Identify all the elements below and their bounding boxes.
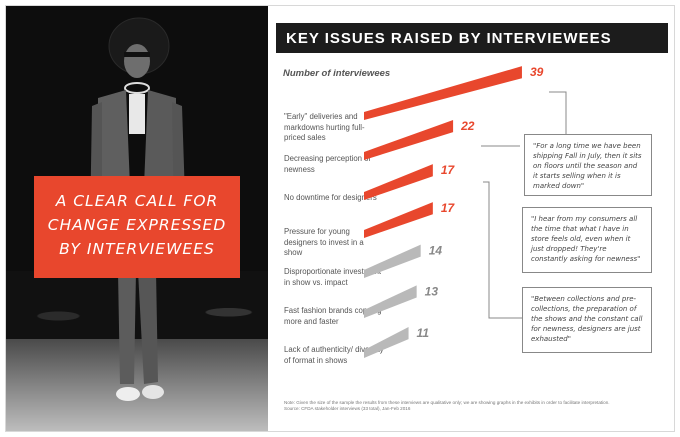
category-label-6: Fast fashion brands copying more and fas… — [284, 306, 382, 326]
audience-silhouettes — [6, 271, 268, 346]
infographic-frame: A CLEAR CALL FOR CHANGE EXPRESSED BY INT… — [5, 5, 675, 432]
category-label-5: Disproportionate investment in show vs. … — [284, 267, 382, 287]
footnote: Note: Given the size of the sample the r… — [284, 400, 610, 411]
chart-title: KEY ISSUES RAISED BY INTERVIEWEES — [286, 30, 612, 47]
bar-value-label-3: 17 — [441, 163, 456, 177]
chart-title-bar: KEY ISSUES RAISED BY INTERVIEWEES — [276, 23, 668, 53]
quote-box-3: "Between collections and pre-collections… — [522, 287, 652, 353]
category-label-7: Lack of authenticity/ diversity of forma… — [284, 345, 384, 365]
quote-connector-2 — [483, 181, 522, 319]
category-label-1: "Early" deliveries and markdowns hurting… — [284, 112, 365, 142]
category-label-3: No downtime for designers — [284, 193, 377, 202]
bar-1 — [364, 66, 522, 120]
bar-4 — [364, 202, 433, 238]
callout-line-2: CHANGE EXPRESSED — [47, 216, 227, 234]
category-label-2: Decreasing perception of newness — [284, 154, 371, 174]
bar-2 — [364, 120, 454, 160]
bar-value-label-6: 13 — [425, 284, 439, 298]
bar-value-label-7: 11 — [417, 326, 430, 340]
quote-connector-1 — [549, 91, 567, 134]
callout-line-3: BY INTERVIEWEES — [59, 240, 215, 258]
quote-box-1: "For a long time we have been shipping F… — [524, 134, 652, 196]
category-label-4: Pressure for young designers to invest i… — [284, 227, 364, 257]
callout-line-1: A CLEAR CALL FOR — [55, 192, 219, 210]
runway-photo: A CLEAR CALL FOR CHANGE EXPRESSED BY INT… — [6, 6, 268, 431]
quote-box-2: "I hear from my consumers all the time t… — [522, 207, 652, 273]
runway-floor — [6, 339, 268, 431]
axis-title: Number of interviewees — [283, 68, 391, 79]
bar-5 — [364, 244, 421, 278]
bar-value-label-2: 22 — [460, 119, 475, 133]
bar-value-label-4: 17 — [441, 201, 456, 215]
bar-value-label-1: 39 — [530, 65, 544, 79]
bar-7 — [364, 327, 409, 358]
bar-value-label-5: 14 — [429, 244, 443, 258]
callout-box: A CLEAR CALL FOR CHANGE EXPRESSED BY INT… — [34, 176, 240, 278]
bar-3 — [364, 164, 433, 200]
bar-6 — [364, 285, 417, 318]
